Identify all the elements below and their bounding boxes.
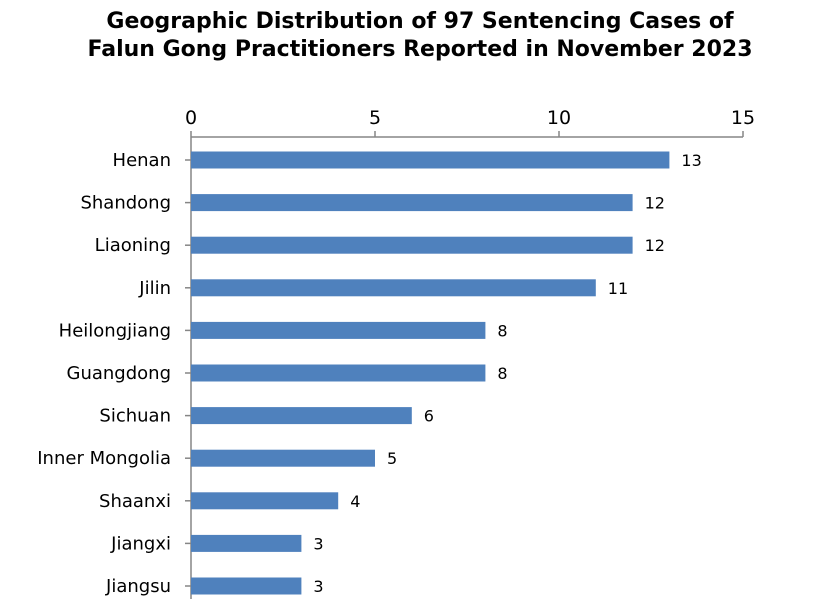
bar xyxy=(191,534,302,552)
chart-title-line-2: Falun Gong Practitioners Reported in Nov… xyxy=(87,37,753,62)
category-label: Liaoning xyxy=(95,235,171,256)
data-label: 6 xyxy=(424,407,434,426)
data-label: 8 xyxy=(497,364,507,383)
x-tick-label: 5 xyxy=(369,107,381,129)
chart-title: Geographic Distribution of 97 Sentencing… xyxy=(0,8,840,64)
x-tick-label: 10 xyxy=(547,107,571,129)
category-label: Shaanxi xyxy=(99,491,171,512)
data-label: 4 xyxy=(350,492,360,511)
bar xyxy=(191,449,375,467)
bar xyxy=(191,194,633,212)
bar xyxy=(191,321,486,339)
data-label: 13 xyxy=(681,151,701,170)
data-label: 3 xyxy=(313,534,323,553)
bar xyxy=(191,407,412,425)
bar xyxy=(191,577,302,595)
category-label: Henan xyxy=(113,150,171,171)
bar xyxy=(191,279,596,297)
data-label: 3 xyxy=(313,577,323,596)
data-label: 12 xyxy=(645,236,665,255)
category-label: Jiangsu xyxy=(105,576,171,597)
data-label: 8 xyxy=(497,321,507,340)
category-label: Sichuan xyxy=(99,406,171,427)
category-label: Inner Mongolia xyxy=(37,448,171,469)
bar xyxy=(191,151,670,169)
category-label: Heilongjiang xyxy=(59,320,171,341)
data-label: 11 xyxy=(608,279,628,298)
category-label: Jiangxi xyxy=(110,533,171,554)
data-label: 12 xyxy=(645,194,665,213)
category-label: Guangdong xyxy=(67,363,172,384)
category-label: Shandong xyxy=(80,193,171,214)
bar xyxy=(191,364,486,382)
bar xyxy=(191,492,339,510)
x-tick-label: 0 xyxy=(185,107,197,129)
x-tick-label: 15 xyxy=(731,107,755,129)
data-label: 5 xyxy=(387,449,397,468)
chart-title-line-1: Geographic Distribution of 97 Sentencing… xyxy=(106,9,734,34)
bar xyxy=(191,236,633,254)
category-label: Jilin xyxy=(138,278,171,299)
